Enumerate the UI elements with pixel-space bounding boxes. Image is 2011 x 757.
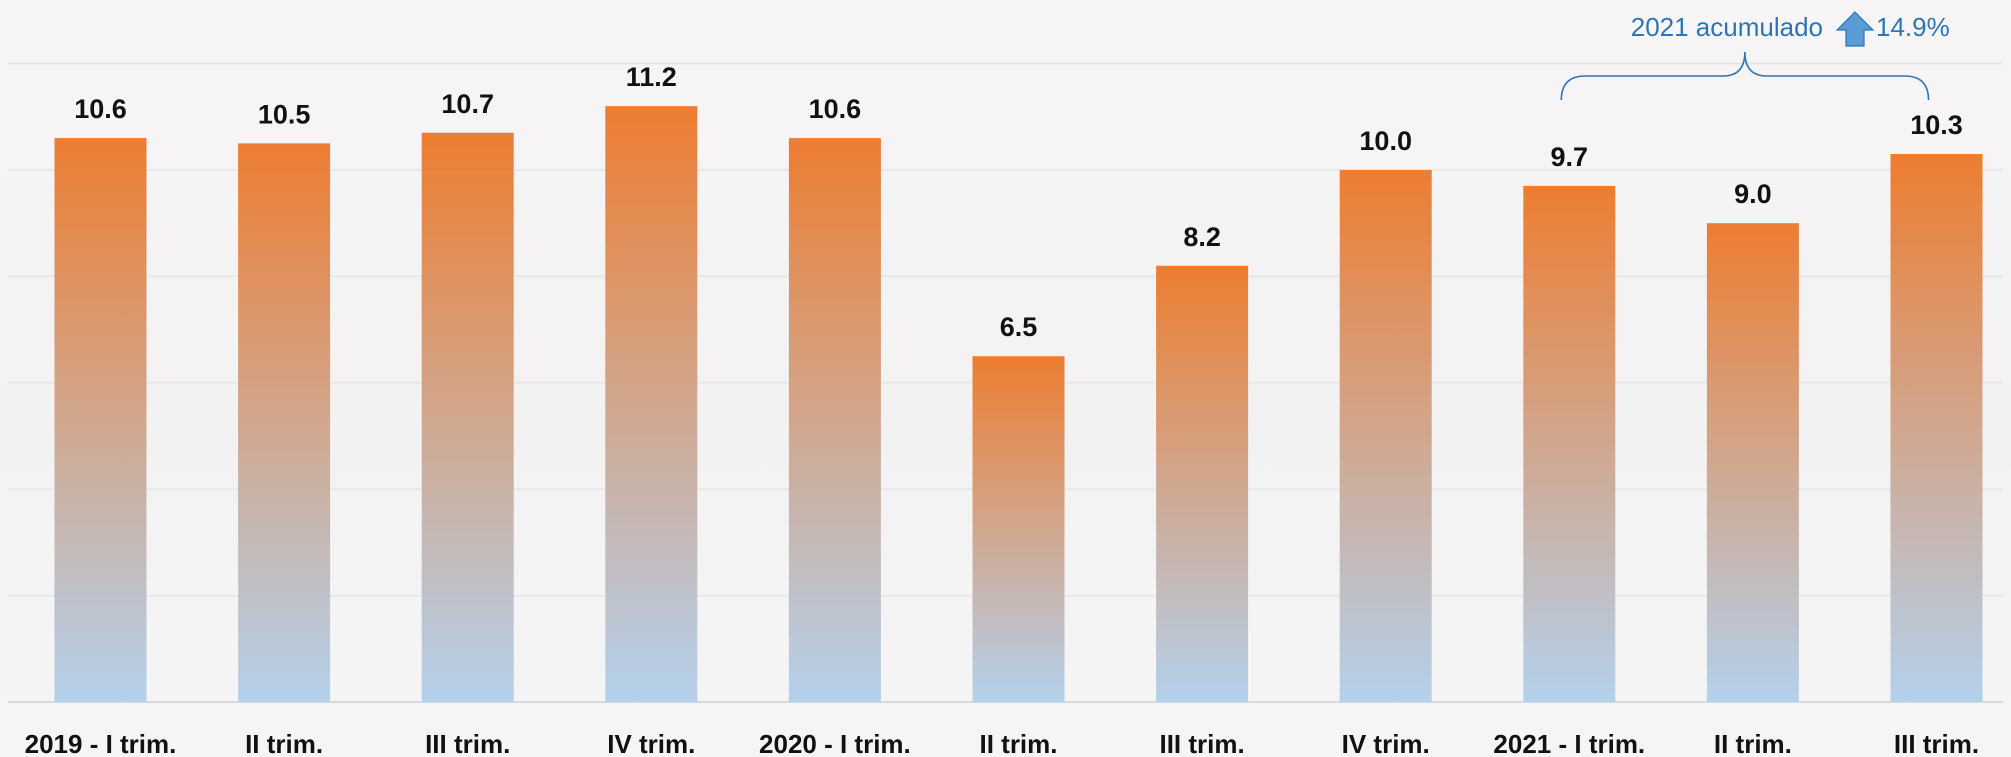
bars — [54, 106, 1983, 703]
data-label: 10.5 — [258, 99, 311, 129]
x-tick-label: IV trim. — [1342, 729, 1430, 757]
x-tick-label: 2019 - I trim. — [25, 729, 177, 757]
data-label: 10.6 — [809, 94, 862, 124]
bar — [1156, 265, 1249, 702]
bar — [972, 356, 1065, 702]
x-tick-label: II trim. — [1714, 729, 1792, 757]
data-label: 8.2 — [1183, 222, 1221, 252]
bar — [788, 138, 881, 702]
bar — [238, 143, 331, 702]
bar — [1890, 154, 1983, 703]
data-label: 9.0 — [1734, 179, 1772, 209]
data-label: 6.5 — [1000, 312, 1038, 342]
data-label: 11.2 — [626, 62, 677, 92]
bar — [605, 106, 698, 702]
arrow-up-icon — [1835, 11, 1875, 47]
data-label: 9.7 — [1551, 142, 1589, 172]
data-labels: 10.6 10.5 10.7 11.2 10.6 6.5 8.2 10.0 9.7 9.0 10.3 — [74, 62, 1963, 342]
x-tick-label: 2020 - I trim. — [759, 729, 911, 757]
x-tick-label: II trim. — [245, 729, 323, 757]
data-label: 10.3 — [1910, 110, 1963, 140]
cumulative-annotation: 2021 acumulado 14.9% — [1560, 11, 1950, 101]
bar — [54, 138, 147, 702]
x-axis-tick-labels: 2019 - I trim. II trim. III trim. IV trim. 2… — [25, 729, 1979, 757]
x-tick-label: III trim. — [1159, 729, 1244, 757]
x-tick-label: II trim. — [979, 729, 1057, 757]
data-label: 10.7 — [441, 89, 494, 119]
bar — [1523, 185, 1616, 702]
bar — [1339, 170, 1432, 702]
data-label: 10.6 — [74, 94, 127, 124]
annotation-value: 14.9% — [1876, 12, 1950, 42]
annotation-label: 2021 acumulado — [1631, 12, 1823, 42]
x-tick-label: IV trim. — [607, 729, 695, 757]
x-tick-label: 2021 - I trim. — [1493, 729, 1645, 757]
data-label: 10.0 — [1359, 126, 1412, 156]
annotation-bracket — [1560, 51, 1930, 101]
x-tick-label: III trim. — [1894, 729, 1979, 757]
x-tick-label: III trim. — [425, 729, 510, 757]
bar — [421, 132, 514, 702]
bar — [1706, 223, 1799, 702]
